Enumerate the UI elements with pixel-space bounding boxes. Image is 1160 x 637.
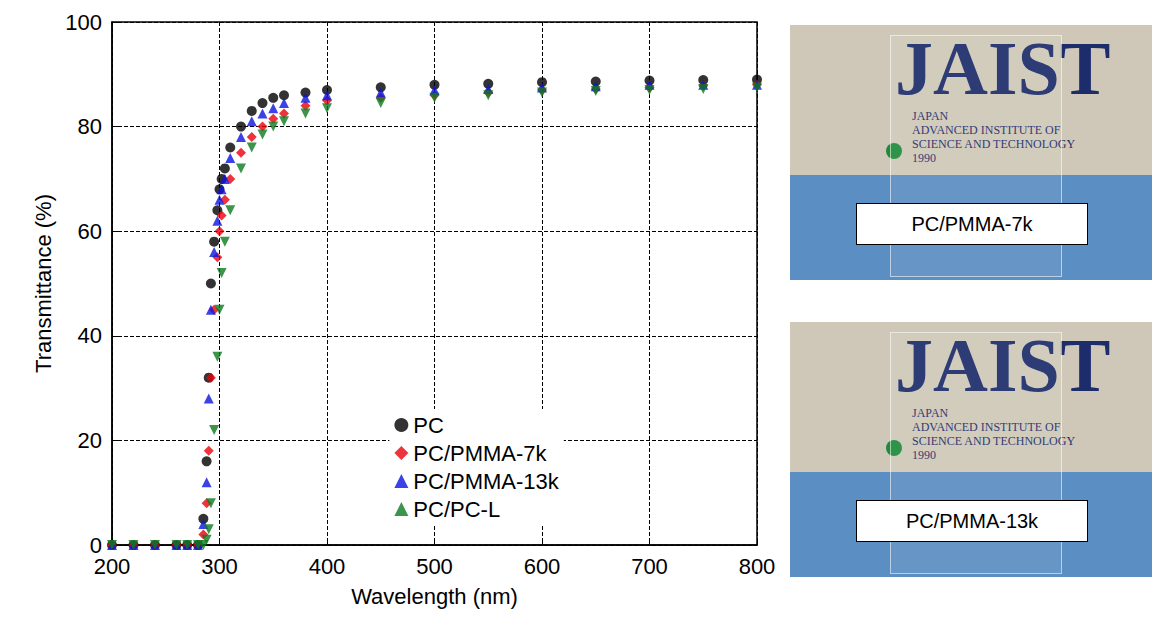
svg-text:200: 200 <box>94 554 131 579</box>
svg-text:800: 800 <box>739 554 776 579</box>
svg-text:40: 40 <box>78 323 102 348</box>
html-text:1990: 1990 <box>912 448 936 462</box>
html-text:ADVANCED INSTITUTE OF: ADVANCED INSTITUTE OF <box>912 420 1061 434</box>
svg-text:400: 400 <box>309 554 346 579</box>
svg-text:60: 60 <box>78 219 102 244</box>
svg-text:Transmittance (%): Transmittance (%) <box>31 194 56 373</box>
svg-text:0: 0 <box>89 532 102 558</box>
html-text:SCIENCE AND TECHNOLOGY: SCIENCE AND TECHNOLOGY <box>912 434 1076 448</box>
svg-text:Wavelength (nm): Wavelength (nm) <box>351 584 518 609</box>
html-text:JAPAN: JAPAN <box>912 109 949 123</box>
html-text:JAPAN: JAPAN <box>912 406 949 420</box>
svg-text:700: 700 <box>631 554 668 579</box>
svg-text:500: 500 <box>416 554 453 579</box>
html-text:SCIENCE AND TECHNOLOGY: SCIENCE AND TECHNOLOGY <box>912 137 1076 151</box>
html-text:JAIST: JAIST <box>895 323 1111 407</box>
html-text:PC/PMMA-7k: PC/PMMA-7k <box>911 213 1033 235</box>
svg-text:300: 300 <box>201 554 238 579</box>
svg-text:PC/PC-L: PC/PC-L <box>413 497 500 522</box>
html-text:JAIST: JAIST <box>895 26 1111 110</box>
html-text:1990: 1990 <box>912 151 936 165</box>
html-text:ADVANCED INSTITUTE OF: ADVANCED INSTITUTE OF <box>912 123 1061 137</box>
svg-text:600: 600 <box>524 554 561 579</box>
svg-text:PC/PMMA-13k: PC/PMMA-13k <box>413 469 559 494</box>
svg-text:PC: PC <box>413 413 444 438</box>
svg-text:20: 20 <box>78 428 102 453</box>
svg-text:80: 80 <box>78 114 102 139</box>
svg-text:100: 100 <box>65 10 102 35</box>
html-text:PC/PMMA-13k: PC/PMMA-13k <box>905 510 1039 532</box>
svg-text:PC/PMMA-7k: PC/PMMA-7k <box>413 441 547 466</box>
